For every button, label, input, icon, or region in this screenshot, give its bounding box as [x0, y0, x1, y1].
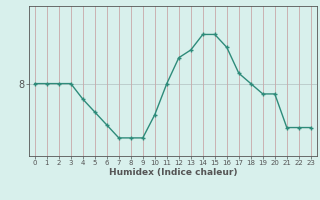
X-axis label: Humidex (Indice chaleur): Humidex (Indice chaleur) — [108, 168, 237, 177]
